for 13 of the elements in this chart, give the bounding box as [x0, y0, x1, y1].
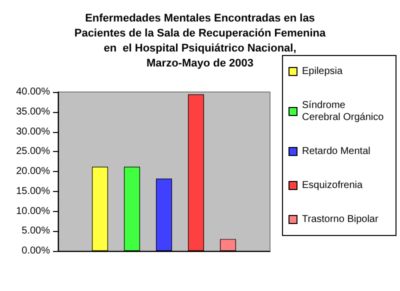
legend-label: Trastorno Bipolar [302, 214, 379, 225]
y-tick-label: 15.00% [16, 186, 50, 197]
legend-label: Esquizofrenia [302, 180, 364, 191]
y-tick-label: 0.00% [22, 246, 50, 256]
y-tick-label: 10.00% [16, 206, 50, 217]
y-tick-label: 30.00% [16, 126, 50, 138]
y-tick-label: 25.00% [16, 146, 50, 158]
y-tick-label: 20.00% [16, 166, 50, 177]
y-tick-label: 35.00% [16, 106, 50, 118]
legend-label: Retardo Mental [302, 146, 370, 157]
y-tick-label: 5.00% [22, 226, 50, 237]
y-tick-label: 40.00% [16, 86, 50, 98]
legend-label: Síndrome Cerebral Orgánico [302, 100, 384, 123]
